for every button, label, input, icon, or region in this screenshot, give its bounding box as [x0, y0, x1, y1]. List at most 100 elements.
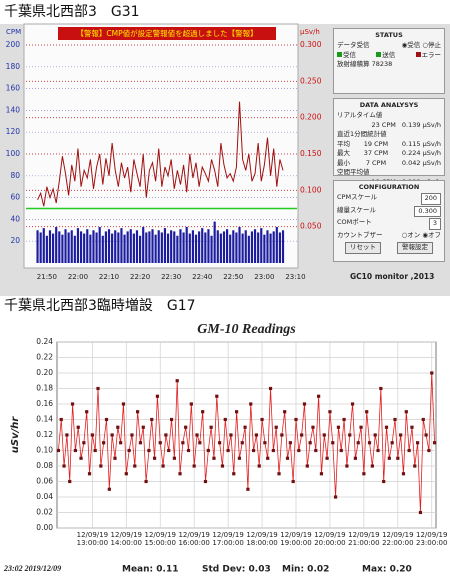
bar: [126, 231, 129, 263]
bar: [257, 232, 260, 263]
bar: [148, 231, 151, 263]
alarm-button[interactable]: 警報設定: [397, 242, 433, 254]
point: [418, 510, 423, 515]
x-tick-label: 22:50: [223, 273, 243, 281]
y-tick-label: 20: [10, 236, 20, 245]
bar: [135, 230, 139, 263]
bar: [213, 221, 216, 263]
point: [246, 487, 250, 491]
chart-title: GM-10 Readings: [197, 322, 296, 337]
point: [186, 448, 191, 453]
point: [184, 425, 188, 429]
point: [243, 425, 247, 429]
x-tick-label: 12/09/19 13:00:00: [76, 531, 109, 547]
point: [240, 441, 244, 445]
y-tick-label: 160: [6, 84, 21, 93]
status-row: データ受信 ◉受信 ○停止: [337, 41, 441, 49]
point: [297, 448, 301, 453]
y-tick-label: 0.16: [36, 399, 53, 408]
point: [119, 441, 123, 445]
point: [322, 433, 326, 437]
minute-label: 直近1分間統計値: [337, 130, 387, 138]
point: [285, 456, 290, 460]
bar: [114, 230, 117, 263]
receive-off[interactable]: 停止: [428, 41, 441, 49]
config-select[interactable]: 200: [420, 193, 441, 205]
bar: [42, 228, 45, 263]
point: [317, 394, 321, 398]
bar: [163, 228, 167, 263]
bar: [235, 232, 238, 263]
point: [215, 394, 219, 398]
y-tick-label: 0.14: [36, 415, 53, 424]
bar: [104, 231, 107, 263]
analysis-box: DATA ANALYSYS リアルタイム値 23 CPM 0.139 µSv/h …: [333, 98, 445, 186]
point: [172, 456, 176, 460]
config-select[interactable]: 0.300: [414, 205, 441, 217]
bar: [219, 233, 222, 263]
bar: [194, 234, 198, 263]
y-tick-label: 0.24: [36, 337, 53, 346]
buzzer-on[interactable]: オン: [407, 230, 421, 239]
bar: [182, 232, 185, 263]
config-select[interactable]: 3: [428, 218, 441, 230]
point: [181, 441, 185, 445]
plot-background: [23, 23, 299, 269]
point: [342, 417, 346, 422]
space-label: 空間平均値: [337, 168, 370, 176]
point: [263, 441, 267, 445]
bar: [70, 230, 73, 263]
bar: [198, 231, 201, 263]
bar: [201, 228, 204, 263]
bar: [129, 229, 132, 263]
bar: [145, 232, 148, 263]
point: [277, 472, 281, 476]
point: [59, 417, 63, 422]
point: [82, 441, 86, 445]
point: [407, 448, 411, 453]
bar: [58, 231, 61, 263]
point: [237, 456, 242, 460]
point: [331, 441, 335, 445]
point: [350, 402, 355, 406]
stat-row: 平均 19 CPM 0.115 µSv/h: [337, 140, 441, 150]
point: [155, 394, 160, 398]
stat-row: 最大 37 CPM 0.224 µSv/h: [337, 149, 441, 159]
point: [308, 441, 312, 445]
y-tick-label: 180: [6, 62, 21, 71]
total-label: 放射線積算: [337, 60, 370, 68]
point: [167, 448, 171, 453]
point: [169, 417, 174, 422]
point: [333, 495, 338, 499]
point: [387, 456, 391, 460]
bar: [73, 235, 76, 263]
bar: [204, 232, 207, 263]
buzzer-off[interactable]: オフ: [428, 230, 441, 239]
point: [104, 417, 109, 422]
config-rows: CPMスケール 200 線量スケール 0.300 COMポート 3: [337, 193, 441, 230]
bar: [151, 229, 154, 263]
y-tick-label: 0.06: [36, 477, 53, 486]
x-tick-label: 22:20: [130, 273, 150, 281]
value: 0.139 µSv/h: [401, 120, 441, 129]
y2-axis-label: µSv/h: [300, 28, 320, 36]
bar: [216, 230, 219, 263]
status-box: STATUS データ受信 ◉受信 ○停止 受信 送信 エラー 放射線積算 78238: [333, 28, 445, 94]
stat: Max: 0.20: [362, 565, 412, 575]
y2-tick-label: 0.300: [300, 40, 322, 49]
x-tick-label: 12/09/19 16:00:00: [178, 531, 210, 547]
stat-cell: 19 CPM: [363, 139, 389, 148]
y2-tick-label: 0.050: [300, 222, 322, 231]
receive-on[interactable]: 受信: [407, 41, 421, 49]
point: [328, 410, 332, 414]
point: [206, 448, 210, 453]
point: [288, 441, 292, 445]
point: [379, 386, 383, 391]
point: [362, 472, 366, 476]
bar: [45, 235, 48, 263]
reset-button[interactable]: リセット: [345, 242, 381, 254]
point: [359, 425, 363, 429]
point: [399, 433, 403, 437]
stat-cell: 37 CPM: [363, 149, 389, 157]
x-tick-label: 12/09/19 23:00:00: [416, 531, 448, 547]
